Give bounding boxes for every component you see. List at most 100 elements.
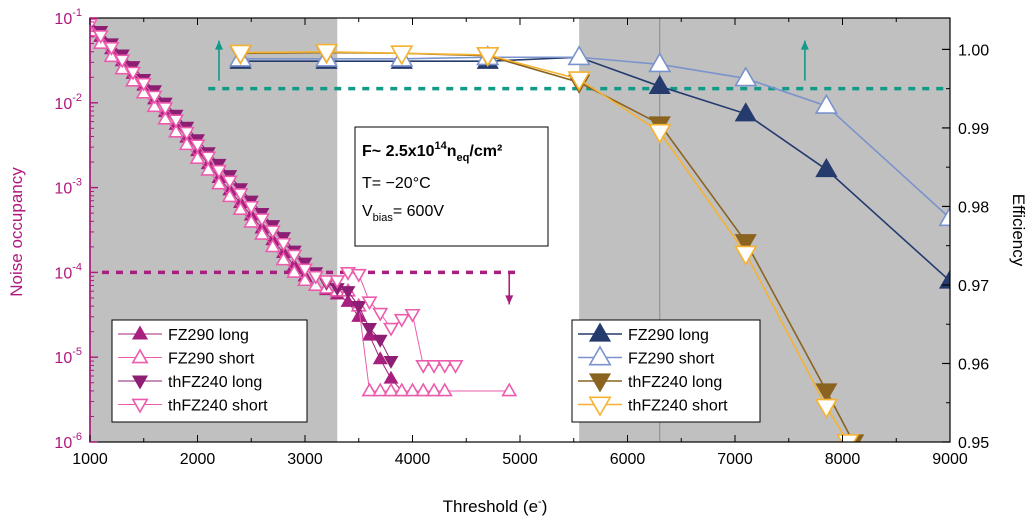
noise-series-4-point-23 — [318, 275, 335, 290]
x-tick-label-5000: 5000 — [502, 451, 538, 468]
noise-series-2-point-18 — [264, 238, 281, 253]
noise-series-2-point-12 — [200, 161, 217, 176]
noise-series-4-point-26 — [350, 268, 367, 283]
noise-series-1-point-25 — [340, 293, 356, 307]
right-tick-label-0.96: 0.96 — [958, 356, 989, 373]
noise-limit-arrow — [505, 272, 514, 305]
noise-series-4-point-27 — [361, 296, 378, 311]
efficiency-series-1-point-8 — [815, 158, 838, 178]
left-tick-label-4: 10-2 — [54, 92, 82, 113]
efficiency-legend-item-1: FZ290 long — [578, 322, 709, 344]
efficiency-legend-label-4: thFZ240 short — [628, 398, 728, 415]
noise-series-2-point-31 — [404, 382, 421, 397]
noise-series-2-point-14 — [221, 188, 238, 203]
x-tick-label-2000: 2000 — [180, 451, 216, 468]
noise-series-4-point-11 — [189, 139, 206, 154]
noise-series-2-point-6 — [135, 84, 152, 99]
right-tick-label-0.97: 0.97 — [958, 278, 989, 295]
efficiency-legend: FZ290 long FZ290 short thFZ240 long thFZ240… — [571, 319, 761, 423]
noise-series-2-point-16 — [243, 213, 260, 228]
noise-series-4-point-29 — [383, 322, 399, 337]
noise-series-2-point-29 — [383, 382, 399, 397]
efficiency-series-2-point-8 — [814, 93, 838, 114]
noise-series-4-point-3 — [103, 41, 120, 56]
noise-series-2-point-27 — [361, 382, 378, 397]
noise-series-4-point-4 — [114, 54, 131, 69]
efficiency-series-4-point-1 — [228, 44, 253, 65]
x-axis-title: Threshold (e-) — [443, 496, 548, 516]
noise-legend-marker-4 — [131, 398, 149, 414]
efficiency-legend-marker-3 — [588, 373, 612, 393]
efficiency-legend-item-2: FZ290 short — [578, 345, 715, 368]
x-tick-label-8000: 8000 — [825, 451, 861, 468]
bias-voltage-label: Vbias= 600V — [362, 203, 444, 224]
efficiency-series-4-point-5 — [567, 71, 591, 92]
efficiency-series-4 — [228, 43, 860, 442]
noise-series-4-point-30 — [393, 313, 410, 328]
noise-series-2-point-34 — [436, 382, 453, 397]
annotation-box — [354, 126, 549, 247]
noise-series-4-point-17 — [254, 213, 270, 228]
noise-series-2-point-10 — [178, 136, 195, 151]
efficiency-legend-item-4: thFZ240 short — [578, 396, 728, 417]
left-tick-label-2: 10-4 — [54, 261, 82, 282]
efficiency-legend-marker-1 — [588, 322, 612, 342]
efficiency-series-4-point-3 — [390, 45, 414, 66]
left-y-axis-title: Noise occupancy — [7, 167, 26, 297]
axes: 1000 2000 3000 4000 5000 6000 7000 8000 9000 10-6… — [54, 7, 989, 468]
noise-legend-label-4: thFZ240 short — [168, 398, 268, 415]
noise-series-4-point-32 — [415, 359, 432, 374]
noise-series-4-point-18 — [264, 225, 281, 240]
efficiency-series-4-point-4 — [476, 46, 500, 68]
left-tick-label-1: 10-5 — [54, 346, 82, 367]
noise-legend-label-3: thFZ240 long — [168, 374, 262, 391]
noise-series-4-point-9 — [168, 114, 184, 129]
efficiency-series-1-point-9 — [938, 269, 950, 289]
noise-series-4-point-25 — [340, 266, 356, 281]
noise-series-4-point-19 — [275, 237, 292, 252]
efficiency-legend-label-3: thFZ240 long — [628, 374, 722, 391]
noise-series-2-point-20 — [286, 263, 303, 278]
noise-series-4-point-16 — [243, 200, 260, 215]
noise-series-4-point-8 — [157, 102, 174, 116]
noise-series-2-point-35 — [501, 382, 518, 397]
efficiency-arrow-right — [800, 40, 809, 81]
noise-series-4-point-28 — [372, 307, 389, 322]
efficiency-series-2-point-9 — [938, 206, 950, 227]
noise-series-4 — [90, 18, 464, 374]
efficiency-series-4-point-7 — [734, 245, 758, 266]
noise-series-2-point-9 — [168, 123, 184, 138]
x-tick-label-6000: 6000 — [610, 451, 646, 468]
right-tick-label-1.00: 1.00 — [958, 42, 989, 59]
noise-series-3-point-27 — [362, 323, 377, 336]
noise-series-4-point-33 — [426, 359, 442, 374]
efficiency-legend-label-2: FZ290 short — [628, 351, 715, 368]
noise-legend-marker-3 — [131, 375, 149, 390]
noise-series-2-point-32 — [415, 382, 432, 397]
fluence-label: F~ 2.5x1014neq/cm² — [362, 140, 502, 164]
efficiency-series-4-point-8 — [814, 398, 838, 419]
efficiency-arrow-left — [215, 40, 223, 81]
x-tick-label-1000: 1000 — [72, 451, 108, 468]
right-y-axis-title: Efficiency — [1009, 194, 1028, 267]
noise-series-4-point-15 — [232, 188, 249, 203]
noise-series-4-point-24 — [329, 275, 346, 290]
efficiency-series-1-point-6 — [648, 74, 671, 94]
x-tick-label-7000: 7000 — [717, 451, 753, 468]
noise-series-4-point-14 — [221, 175, 238, 190]
noise-legend-item-2: FZ290 short — [118, 348, 255, 368]
noise-series-2-point-28 — [372, 382, 389, 397]
efficiency-legend-marker-4 — [588, 396, 612, 417]
noise-series-2-point-11 — [189, 150, 206, 164]
noise-series-4-point-7 — [146, 90, 163, 105]
efficiency-series-2-point-5 — [567, 45, 591, 66]
efficiency-series-3-point-8 — [815, 383, 838, 403]
noise-series-2-point-15 — [232, 201, 249, 216]
efficiency-legend-item-3: thFZ240 long — [578, 373, 722, 393]
noise-series-1-point-28 — [372, 351, 388, 365]
x-tick-label-4000: 4000 — [395, 451, 431, 468]
noise-series-2-point-8 — [157, 110, 174, 125]
efficiency-series-2-point-7 — [734, 66, 758, 87]
noise-series-4-point-20 — [286, 249, 303, 264]
